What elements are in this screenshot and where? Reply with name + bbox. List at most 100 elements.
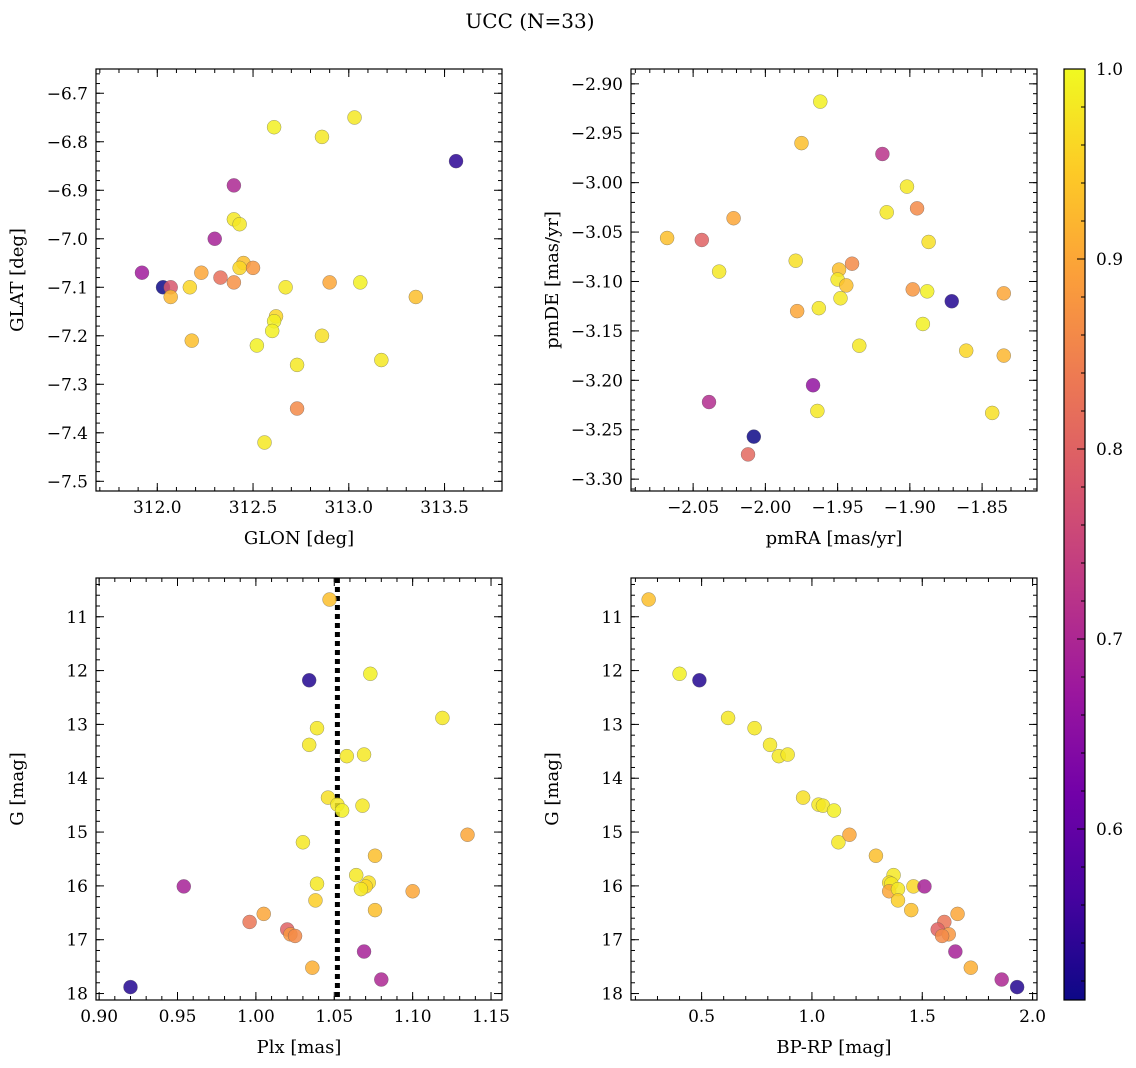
- data-point: [301, 737, 317, 753]
- y-tick-label: 13: [601, 715, 623, 735]
- y-axis-label: G [mag]: [7, 752, 28, 825]
- x-tick-label: −2.05: [667, 498, 719, 518]
- data-point: [435, 710, 450, 726]
- data-point: [367, 902, 383, 918]
- data-point: [356, 944, 372, 959]
- y-tick-label: −7.0: [47, 230, 88, 250]
- x-axis-label: GLON [deg]: [244, 528, 354, 549]
- data-point: [811, 300, 827, 316]
- data-point: [232, 216, 247, 232]
- y-tick-label: 11: [66, 608, 88, 628]
- scatter-points: [641, 592, 1025, 995]
- y-tick-label: −3.20: [571, 371, 623, 391]
- colorbar: 0.6 0.7 0.8 0.9 1.0: [1063, 60, 1123, 1001]
- data-point: [805, 378, 821, 393]
- data-point: [408, 289, 424, 305]
- data-point: [813, 94, 828, 109]
- y-tick-label: 17: [601, 931, 623, 951]
- x-axis-label: pmRA [mas/yr]: [766, 528, 903, 549]
- x-axis-label: BP-RP [mag]: [776, 1037, 891, 1058]
- x-tick-label: 313.0: [324, 498, 373, 518]
- data-point: [831, 835, 846, 850]
- y-tick-label: 12: [601, 662, 623, 682]
- data-point: [232, 260, 247, 276]
- y-tick-label: 12: [66, 662, 88, 682]
- y-tick-label: −3.10: [571, 272, 623, 292]
- y-tick-label: −6.8: [47, 133, 88, 153]
- x-tick-label: 0.95: [159, 1007, 197, 1027]
- data-point: [334, 803, 350, 818]
- x-tick-label: −1.95: [812, 498, 864, 518]
- y-tick-label: 18: [601, 985, 623, 1005]
- data-point: [984, 405, 1000, 421]
- data-point: [694, 232, 710, 248]
- data-point: [921, 234, 936, 250]
- data-point: [963, 960, 979, 975]
- colorbar-frame: [1063, 68, 1086, 1001]
- data-point: [249, 338, 265, 353]
- y-tick-label: −7.4: [47, 424, 88, 444]
- colorbar-tick-label: 0.7: [1096, 630, 1123, 650]
- data-point: [367, 848, 383, 863]
- data-point: [226, 275, 242, 290]
- data-point: [875, 146, 890, 162]
- data-point: [348, 867, 364, 883]
- data-point: [256, 906, 271, 922]
- colorbar-tick-label: 0.9: [1096, 250, 1123, 270]
- y-tick-label: 15: [601, 823, 623, 843]
- scatter-points: [134, 110, 464, 450]
- x-tick-label: 0.5: [688, 1007, 715, 1027]
- data-point: [839, 278, 854, 293]
- data-point: [788, 253, 803, 268]
- data-point: [363, 666, 378, 682]
- data-point: [305, 960, 320, 975]
- data-point: [309, 720, 325, 736]
- y-tick-label: −6.9: [47, 181, 88, 201]
- x-tick-label: 1.00: [237, 1007, 275, 1027]
- figure-title: UCC (N=33): [465, 9, 594, 33]
- data-point: [339, 748, 355, 764]
- data-point: [295, 835, 311, 850]
- data-point: [720, 710, 736, 726]
- y-tick-label: 17: [66, 931, 88, 951]
- x-tick-label: 1.15: [472, 1007, 510, 1027]
- data-point: [726, 210, 741, 226]
- colorbar-gradient: [1064, 69, 1085, 1000]
- plot-frame: [630, 577, 1038, 1001]
- data-point: [176, 879, 192, 894]
- x-tick-label: 312.5: [229, 498, 278, 518]
- data-point: [903, 902, 919, 918]
- data-point: [844, 256, 860, 271]
- data-point: [322, 275, 337, 290]
- scatter-points: [123, 592, 475, 995]
- data-point: [711, 264, 727, 279]
- data-point: [460, 827, 475, 843]
- data-point: [826, 803, 842, 818]
- y-tick-label: 13: [66, 715, 88, 735]
- scatter-points: [659, 94, 1012, 462]
- data-point: [287, 928, 303, 944]
- data-point: [996, 348, 1012, 363]
- colorbar-tick-label: 0.6: [1096, 820, 1123, 840]
- data-point: [950, 906, 965, 922]
- data-point: [868, 848, 884, 863]
- data-point: [355, 798, 370, 813]
- data-point: [948, 944, 963, 959]
- data-point: [123, 979, 138, 995]
- y-tick-label: 14: [66, 769, 88, 789]
- data-point: [163, 289, 178, 305]
- y-tick-label: −3.25: [571, 421, 623, 441]
- y-axis-label: GLAT [deg]: [7, 228, 28, 332]
- data-point: [958, 343, 974, 358]
- data-point: [879, 205, 894, 220]
- data-point: [308, 893, 323, 908]
- x-tick-label: 1.0: [798, 1007, 825, 1027]
- data-point: [264, 323, 280, 339]
- y-tick-label: −2.95: [571, 124, 623, 144]
- y-axis-label: G [mag]: [542, 752, 563, 825]
- y-tick-label: −3.15: [571, 322, 623, 342]
- data-point: [322, 592, 337, 607]
- y-tick-label: −7.2: [47, 327, 88, 347]
- data-point: [257, 435, 272, 450]
